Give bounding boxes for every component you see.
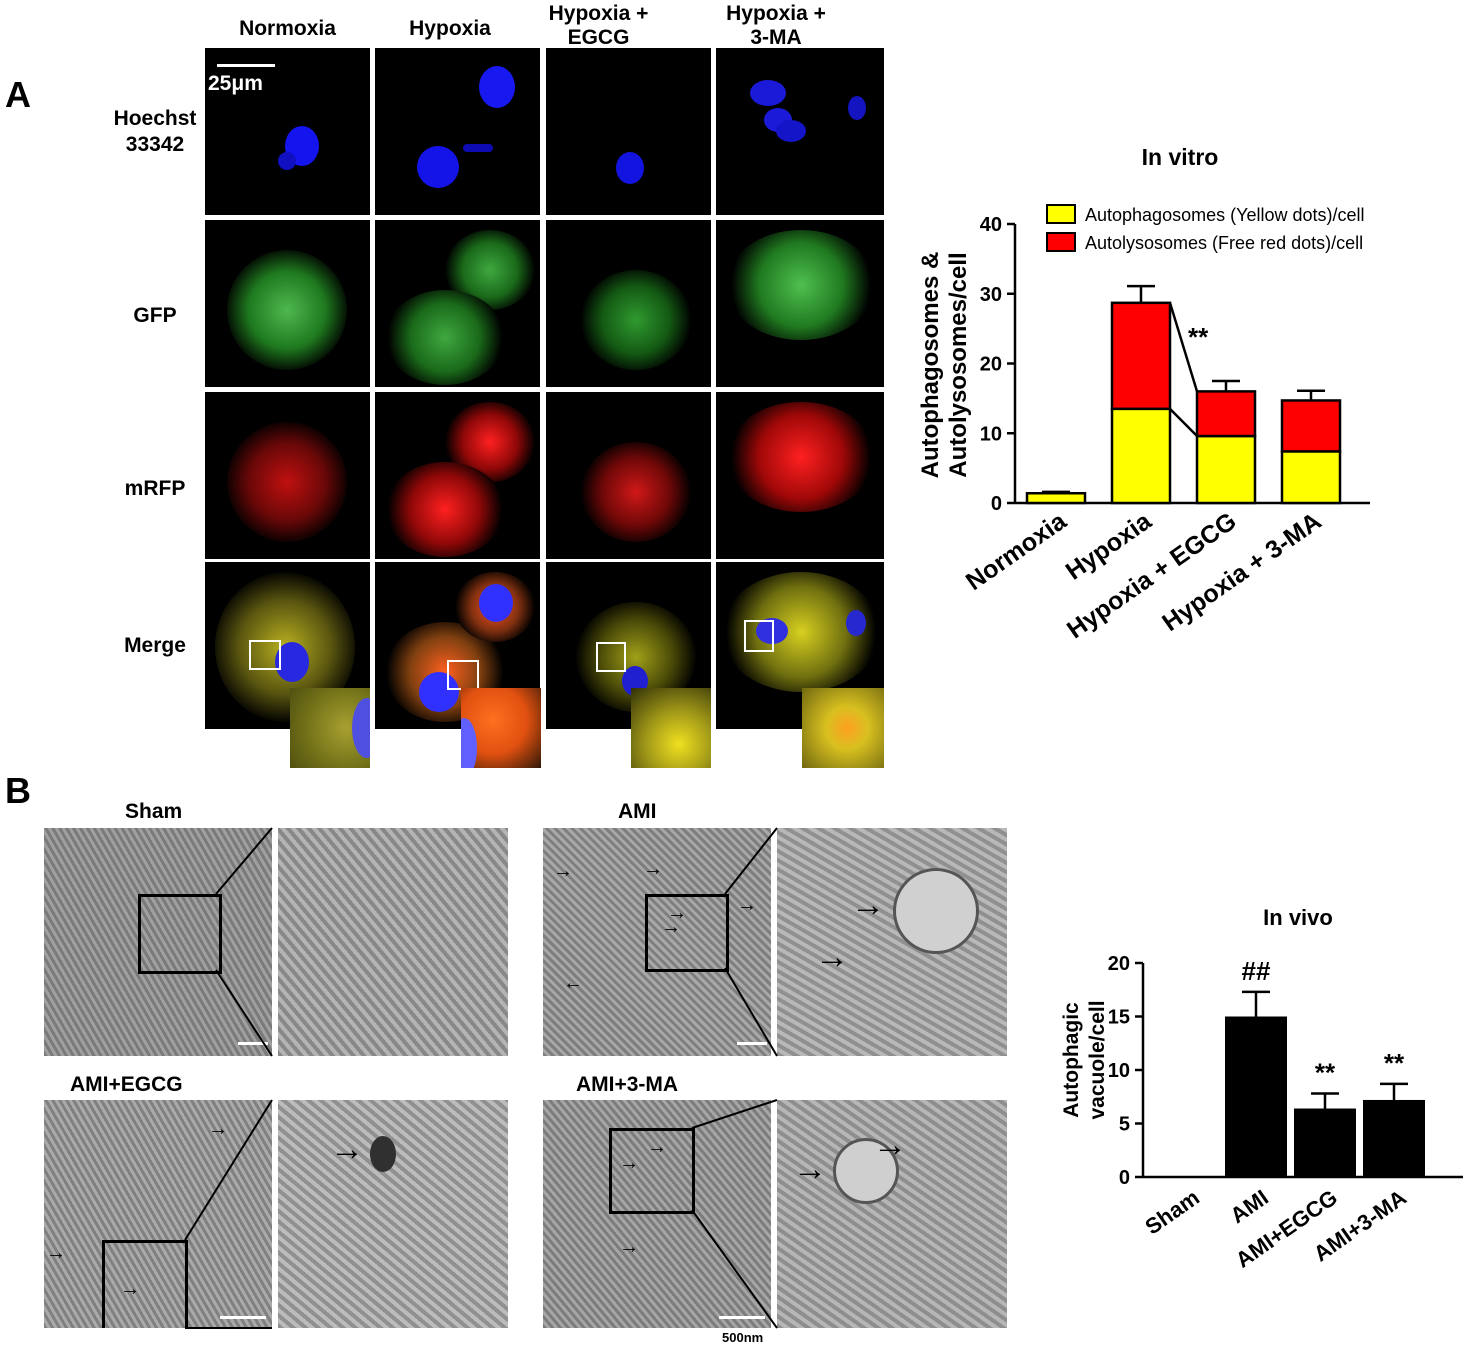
y-tick-label: 0 xyxy=(991,493,1002,515)
bar-ami-egcg xyxy=(1294,1108,1356,1177)
y-tick-label: 20 xyxy=(980,354,1002,376)
zoom-box xyxy=(249,640,281,670)
column-header-hypoxia: Hypoxia xyxy=(409,17,491,40)
panel-b-letter: B xyxy=(5,770,31,811)
legend-label-0: Autophagosomes (Yellow dots)/cell xyxy=(1085,205,1365,225)
x-tick-label-sham: Sham xyxy=(1140,1185,1203,1240)
column-header-normoxia: Normoxia xyxy=(239,17,336,40)
x-tick-label-ami: AMI xyxy=(1225,1185,1272,1229)
row-header-gfp: GFP xyxy=(133,304,177,327)
tem-ami-egcg-zoom: → xyxy=(278,1100,508,1328)
significance-annotation-ami-egcg: ** xyxy=(1315,1058,1336,1088)
micrograph-hoechst-hypoxia-3ma xyxy=(716,48,884,215)
in-vivo-chart: In vivo Autophagic vacuole/cell 0 5 10 15 20 Sha… xyxy=(1060,905,1463,1273)
bar-autolysosomes-hypoxia-3-ma xyxy=(1280,399,1342,453)
merge-inset-normoxia xyxy=(290,688,370,768)
micrograph-gfp-hypoxia-3ma xyxy=(716,220,884,387)
significance-annotation-ami-3-ma: ** xyxy=(1384,1048,1405,1078)
panel-a-letter: A xyxy=(5,74,31,115)
y-tick-label: 40 xyxy=(980,214,1002,236)
tem-ami-3ma-overview: → → → xyxy=(543,1100,771,1328)
y-tick-label: 5 xyxy=(1119,1114,1130,1136)
bar-autophagosomes-hypoxia xyxy=(1110,407,1172,505)
micrograph-gfp-hypoxia-egcg xyxy=(546,220,711,387)
group-label-ami-egcg: AMI+EGCG xyxy=(70,1073,183,1096)
tem-ami-3ma-zoom: → → xyxy=(777,1100,1007,1328)
micrograph-hoechst-hypoxia-egcg xyxy=(546,48,711,215)
micrograph-gfp-normoxia xyxy=(205,220,370,387)
chart-title: In vivo xyxy=(1263,905,1333,930)
tem-sham-overview xyxy=(44,828,272,1056)
column-header-hypoxia-egcg: Hypoxia + EGCG xyxy=(548,2,649,49)
legend-swatch-0 xyxy=(1046,204,1076,224)
micrograph-hoechst-hypoxia xyxy=(375,48,540,215)
merge-inset-hypoxia xyxy=(461,688,541,768)
scale-bar-line xyxy=(217,64,275,67)
tem-sham-zoom xyxy=(278,828,508,1056)
significance-annotation-ami: ## xyxy=(1242,956,1271,986)
comparison-line-total xyxy=(1168,302,1199,392)
significance-annotation: ** xyxy=(1188,322,1209,352)
y-tick-label: 30 xyxy=(980,284,1002,306)
merge-inset-hypoxia-egcg xyxy=(631,688,711,768)
group-label-sham: Sham xyxy=(125,800,183,823)
chart-title: In vitro xyxy=(1142,144,1219,170)
micrograph-mrfp-hypoxia-egcg xyxy=(546,392,711,559)
bar-autophagosomes-hypoxia-3-ma xyxy=(1280,450,1342,505)
y-axis-label: Autophagic xyxy=(1060,1002,1083,1118)
merge-inset-hypoxia-3ma xyxy=(802,688,884,768)
zoom-box xyxy=(744,620,774,652)
column-header-hypoxia-3ma: Hypoxia + 3-MA xyxy=(726,2,826,49)
y-tick-label: 10 xyxy=(1108,1060,1130,1082)
micrograph-gfp-hypoxia xyxy=(375,220,540,387)
scale-bar-label: 25μm xyxy=(208,72,263,95)
y-axis-label: Autolysosomes/cell xyxy=(945,252,972,477)
tem-ami-egcg-overview: → → → xyxy=(44,1100,272,1328)
comparison-line-autophagosome xyxy=(1169,407,1198,437)
tem-ami-overview: → → → → → ← xyxy=(543,828,771,1056)
micrograph-hoechst-normoxia: 25μm xyxy=(205,48,370,215)
in-vitro-chart: In vitro Autophagosomes & Autolysosomes/ce… xyxy=(917,144,1370,644)
bar-ami xyxy=(1225,1016,1287,1177)
legend-label-1: Autolysosomes (Free red dots)/cell xyxy=(1085,233,1363,253)
y-tick-label: 0 xyxy=(1119,1167,1130,1189)
y-axis-label: Autophagosomes & xyxy=(917,252,944,479)
y-tick-label: 15 xyxy=(1108,1007,1130,1029)
bar-ami-3-ma xyxy=(1363,1099,1425,1177)
y-tick-label: 20 xyxy=(1108,953,1130,975)
group-label-ami-3ma: AMI+3-MA xyxy=(576,1073,679,1096)
micrograph-mrfp-normoxia xyxy=(205,392,370,559)
micrograph-mrfp-hypoxia xyxy=(375,392,540,559)
y-tick-label: 10 xyxy=(980,423,1002,445)
tem-ami-zoom: → → xyxy=(777,828,1007,1056)
bar-autophagosomes-hypoxia-egcg xyxy=(1195,434,1257,505)
y-axis-label: vacuole/cell xyxy=(1086,1000,1109,1119)
row-header-mrfp: mRFP xyxy=(124,477,186,500)
tem-scale-bar-label: 500nm xyxy=(722,1330,764,1345)
legend-swatch-1 xyxy=(1046,232,1076,252)
micrograph-mrfp-hypoxia-3ma xyxy=(716,392,884,559)
bar-autolysosomes-hypoxia xyxy=(1110,301,1172,411)
row-header-merge: Merge xyxy=(124,634,186,657)
group-label-ami: AMI xyxy=(618,800,657,823)
zoom-box xyxy=(596,642,626,672)
row-header-hoechst: Hoechst 33342 xyxy=(113,107,197,156)
